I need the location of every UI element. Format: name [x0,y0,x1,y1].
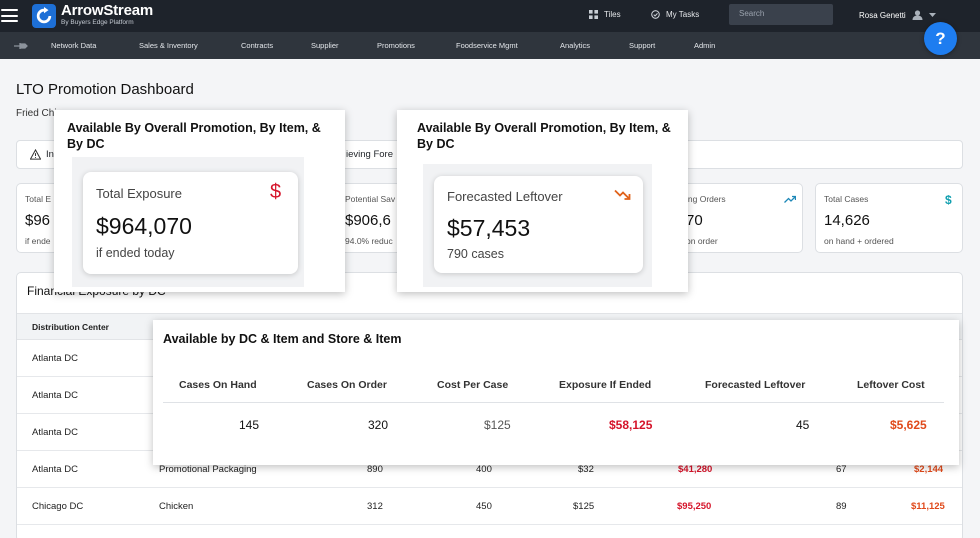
help-button[interactable]: ? [924,22,957,55]
tiles-icon [589,10,598,19]
arrowstream-logo-icon[interactable] [32,4,56,28]
nav-foodservice-mgmt[interactable]: Foodservice Mgmt [456,41,518,50]
column-header-dc: Distribution Center [32,322,109,332]
cell-cases-on-hand: 145 [239,418,260,432]
trend-up-icon [784,195,796,203]
kpi-label: Total Exposure [96,186,182,201]
cell-cases-on-order: 320 [368,418,389,432]
kpi-value: $964,070 [96,213,192,239]
column-header-exposure-if-ended: Exposure If Ended [559,379,652,391]
brand-subtitle: By Buyers Edge Platform [61,19,134,26]
cell-leftover: 67 [836,464,847,475]
kpi-card-forecasted-leftover-zoom: Forecasted Leftover $57,453 790 cases [434,176,643,273]
column-header-cases-on-order: Cases On Order [307,379,387,391]
warning-icon [30,149,41,160]
cell-leftover: 89 [836,501,847,512]
cell-dc: Atlanta DC [32,353,78,364]
nav-contracts[interactable]: Contracts [241,41,274,50]
cell-cases-on-hand: 890 [367,464,383,475]
popup-title: Available By Overall Promotion, By Item,… [417,121,671,151]
hamburger-menu-icon[interactable] [1,9,18,22]
kpi-footnote: if ende [25,236,51,246]
kpi-value: $906,6 [345,212,391,229]
kpi-label: Total E [25,194,51,204]
cell-exposure-if-ended: $58,125 [609,418,653,432]
my-tasks-label: My Tasks [666,10,700,19]
page-subtitle: Fried Chi [16,108,57,119]
cell-item: Chicken [159,501,194,512]
brand[interactable]: ArrowStream By Buyers Edge Platform [61,3,153,27]
nav-promotions[interactable]: Promotions [377,41,415,50]
cell-exposure: $41,280 [678,464,713,475]
tiles-link[interactable]: Tiles [589,10,621,19]
kpi-value: $57,453 [447,215,531,241]
page-title: LTO Promotion Dashboard [16,81,194,98]
cell-leftover-cost: $2,144 [914,464,944,475]
cell-item: Promotional Packaging [159,464,257,475]
kpi-label: ing Orders [686,194,726,204]
cell-cost-per-case: $125 [484,418,511,432]
cell-leftover-cost: $5,625 [890,418,927,432]
column-header-cases-on-hand: Cases On Hand [179,379,257,391]
kpi-label: Total Cases [824,194,869,204]
main-navigation: Network Data Sales & Inventory Contracts… [0,32,980,59]
nav-analytics[interactable]: Analytics [560,41,591,50]
cell-exposure: $95,250 [677,501,712,512]
kpi-value: $96 [25,212,51,229]
chevron-down-icon [928,12,936,17]
check-circle-icon [651,10,660,19]
nav-network-data[interactable]: Network Data [51,41,97,50]
user-menu[interactable]: Rosa Genetti [859,10,936,20]
kpi-label: Potential Sav [345,194,396,204]
cell-cases-on-order: 400 [476,464,492,475]
cell-cost-per-case: $32 [578,464,594,475]
nav-sales-inventory[interactable]: Sales & Inventory [139,41,198,50]
alert-text-right: ieving Fore [346,149,393,160]
kpi-card-total-exposure-zoom: Total Exposure $964,070 if ended today $ [83,172,298,274]
kpi-footnote: 790 cases [447,247,504,261]
popup-table-header: Cases On Hand Cases On Order Cost Per Ca… [163,367,944,403]
kpi-footnote: 94.0% reduc [345,236,393,246]
dollar-icon: $ [270,181,282,203]
user-name: Rosa Genetti [859,10,906,20]
nav-admin[interactable]: Admin [694,41,716,50]
nav-support[interactable]: Support [629,41,656,50]
popup-title: Available By Overall Promotion, By Item,… [67,121,321,151]
alert-text-left: In [46,149,54,160]
cell-dc: Atlanta DC [32,464,78,475]
brand-name: ArrowStream [61,2,153,19]
cell-dc: Atlanta DC [32,427,78,438]
cell-forecasted-leftover: 45 [796,418,810,432]
kpi-card-total-cases: Total Cases 14,626 on hand + ordered $ [815,183,963,253]
top-navbar: ArrowStream By Buyers Edge Platform Tile… [0,0,980,32]
kpi-label: Forecasted Leftover [447,189,563,204]
search-input[interactable]: Search [729,4,833,25]
column-header-forecasted-leftover: Forecasted Leftover [705,379,806,391]
table-row[interactable]: Chicago DC Chicken 312 450 $125 $95,250 … [17,488,962,525]
column-header-leftover-cost: Leftover Cost [857,379,925,391]
cell-dc: Atlanta DC [32,390,78,401]
cell-cost-per-case: $125 [573,501,595,512]
column-header-cost-per-case: Cost Per Case [437,379,509,391]
cell-cases-on-hand: 312 [367,501,383,512]
cell-cases-on-order: 450 [476,501,492,512]
kpi-footnote: on order [686,236,718,246]
user-icon [912,10,923,20]
kpi-value: 14,626 [824,212,870,229]
pin-icon[interactable] [14,41,28,51]
popup-title: Available by DC & Item and Store & Item [163,332,402,346]
cell-dc: Chicago DC [32,501,84,512]
my-tasks-link[interactable]: My Tasks [651,10,699,19]
kpi-footnote: on hand + ordered [824,236,894,246]
popup-dc-item-store [153,320,959,465]
kpi-footnote: if ended today [96,246,175,260]
tiles-label: Tiles [604,10,621,19]
nav-supplier[interactable]: Supplier [311,41,339,50]
kpi-value: 70 [686,212,703,229]
dollar-icon: $ [945,193,952,207]
cell-leftover-cost: $11,125 [911,501,945,512]
trend-down-icon [614,189,631,200]
